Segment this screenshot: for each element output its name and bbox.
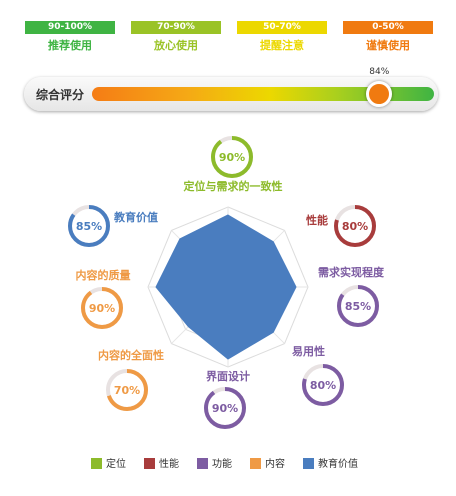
level-safe: 70-90% 放心使用 <box>131 21 221 53</box>
level-careful: 0-50% 谨慎使用 <box>343 21 433 53</box>
overall-score-knob <box>366 81 393 107</box>
score-ring-arc <box>68 205 110 247</box>
score-ring-arc <box>211 136 253 178</box>
legend-item-positioning: 定位 <box>91 455 126 470</box>
dimension-label: 性能 <box>306 213 328 227</box>
score-ring-arc <box>337 285 379 327</box>
dimension-label: 易用性 <box>292 344 325 358</box>
level-range: 90-100% <box>25 21 115 34</box>
legend-swatch <box>303 458 314 469</box>
legend-item-content: 内容 <box>250 455 285 470</box>
legend-swatch <box>91 458 102 469</box>
overall-score-track: 84% <box>92 67 434 107</box>
score-ring-value: 85% <box>345 300 371 313</box>
legend-item-function: 功能 <box>197 455 232 470</box>
level-recommended: 90-100% 推荐使用 <box>25 21 115 53</box>
score-ring-value: 90% <box>89 302 115 315</box>
score-ring-arc <box>106 369 148 411</box>
score-ring-arc <box>204 387 246 429</box>
score-ring-value: 70% <box>114 384 140 397</box>
level-label: 放心使用 <box>154 39 198 52</box>
legend-label: 教育价值 <box>318 459 358 470</box>
level-label: 提醒注意 <box>260 39 304 52</box>
score-ring-value: 85% <box>76 220 102 233</box>
score-ring-value: 80% <box>342 220 368 233</box>
score-ring-arc <box>81 287 123 329</box>
legend-label: 性能 <box>159 459 179 470</box>
level-range: 0-50% <box>343 21 433 34</box>
legend-item-education: 教育价值 <box>303 455 358 470</box>
dimension-label: 内容的质量 <box>76 268 131 282</box>
legend-label: 内容 <box>265 459 285 470</box>
legend-label: 功能 <box>212 459 232 470</box>
dimension-label: 界面设计 <box>206 369 250 383</box>
level-label: 推荐使用 <box>48 39 92 52</box>
overall-score-panel: 综合评分 84% <box>24 67 438 111</box>
level-label: 谨慎使用 <box>366 39 410 52</box>
overall-score-title: 综合评分 <box>36 88 85 102</box>
score-ring-value: 90% <box>219 151 245 164</box>
score-ring-arc <box>302 364 344 406</box>
dimension-label: 内容的全面性 <box>98 348 164 362</box>
category-legend: 定位 性能 功能 内容 教育价值 <box>0 455 456 470</box>
legend-swatch <box>197 458 208 469</box>
score-ring-value: 90% <box>212 402 238 415</box>
dimension-label: 教育价值 <box>113 210 158 224</box>
rating-levels-legend: 90-100% 推荐使用 70-90% 放心使用 50-70% 提醒注意 0-5… <box>0 21 456 61</box>
legend-swatch <box>250 458 261 469</box>
overall-score-value: 84% <box>369 67 390 77</box>
score-ring-value: 80% <box>310 379 336 392</box>
level-range: 50-70% <box>237 21 327 34</box>
legend-label: 定位 <box>106 459 126 470</box>
level-range: 70-90% <box>131 21 221 34</box>
dimension-label: 需求实现程度 <box>318 265 385 279</box>
legend-item-performance: 性能 <box>144 455 179 470</box>
level-caution: 50-70% 提醒注意 <box>237 21 327 53</box>
score-ring-arc <box>334 205 376 247</box>
radar-series-area <box>155 214 297 360</box>
dimension-label: 定位与需求的一致性 <box>184 179 283 193</box>
legend-swatch <box>144 458 155 469</box>
